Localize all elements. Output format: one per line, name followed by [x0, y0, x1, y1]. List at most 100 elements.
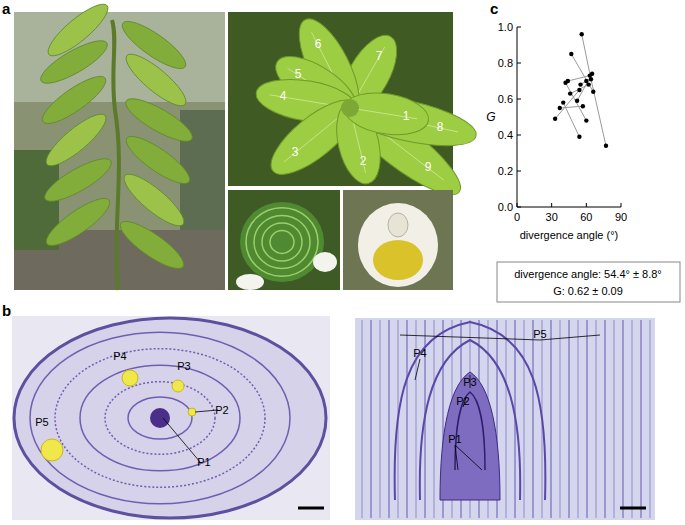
point: [584, 118, 588, 122]
point: [575, 99, 579, 103]
y-tick: [517, 63, 521, 64]
tissue-stripe: [613, 320, 615, 518]
point: [553, 117, 557, 121]
series-line: [555, 90, 579, 119]
leaf: [41, 191, 116, 253]
photo-inflorescence: [228, 190, 340, 290]
primordium-label: P5: [533, 328, 546, 340]
primordium: [41, 439, 63, 461]
scale-bar: [620, 507, 646, 510]
apex: [150, 408, 170, 428]
figure: 123456789aP1P2P3P4P5P1P2P3P4P5bc03060900…: [0, 0, 685, 525]
primordium-label: P2: [456, 395, 469, 407]
panel-label: a: [2, 0, 11, 17]
leaf-number: 4: [280, 89, 287, 103]
leaf-sheath: [395, 322, 546, 500]
panel-c: c03060900.00.20.40.60.81.0divergence ang…: [486, 0, 680, 302]
cross-section: [14, 318, 326, 518]
y-tick-label: 0.0: [498, 201, 513, 213]
leaf-sheath-ring: [128, 397, 192, 439]
photo-roof: [14, 12, 225, 102]
lip: [373, 240, 423, 280]
primordium-label: P1: [197, 456, 210, 468]
point: [577, 88, 581, 92]
panel-label: b: [2, 302, 11, 319]
point: [568, 91, 572, 95]
x-axis-label: divergence angle (°): [520, 229, 619, 241]
tissue-stripe: [361, 320, 363, 518]
point: [566, 79, 570, 83]
tissue-stripe: [406, 320, 408, 518]
y-tick: [517, 99, 521, 100]
y-tick-label: 0.2: [498, 165, 513, 177]
y-tick-label: 0.8: [498, 57, 513, 69]
tissue-stripe: [595, 320, 597, 518]
photo-flower: [343, 190, 453, 290]
label-leader: [455, 445, 482, 470]
series-line: [582, 34, 606, 146]
leaf-sheath-ring: [55, 349, 265, 488]
point: [561, 100, 565, 104]
panel-label: c: [490, 0, 498, 17]
rosette-leaf: [341, 87, 431, 140]
tissue-stripe: [433, 320, 435, 518]
panel-b: P1P2P3P4P5P1P2P3P4P5b: [2, 302, 655, 520]
series-line: [563, 103, 579, 137]
label-leader: [540, 335, 600, 340]
point: [569, 52, 573, 56]
bract-ring: [262, 223, 302, 261]
leaf-number: 2: [360, 154, 367, 168]
leaf-number: 6: [315, 37, 322, 51]
micrograph-longitudinal: [355, 318, 655, 520]
flower-bud: [236, 274, 264, 290]
shoot-apex: [440, 372, 500, 500]
bract-ring: [254, 215, 310, 268]
tissue-stripe: [604, 320, 606, 518]
tissue-stripe: [532, 320, 534, 518]
tissue-stripe: [649, 320, 651, 518]
primordium: [188, 408, 196, 416]
primordium-label: P4: [413, 347, 426, 359]
label-leader: [415, 359, 420, 380]
x-tick-label: 90: [615, 211, 627, 223]
photo-plant: [14, 12, 225, 290]
rosette-leaf: [330, 86, 471, 208]
x-tick: [517, 203, 518, 207]
stamen: [388, 213, 408, 237]
x-tick-label: 30: [546, 211, 558, 223]
point: [581, 104, 585, 108]
tissue-stripe: [550, 320, 552, 518]
point: [558, 106, 562, 110]
primordium-label: P4: [113, 350, 126, 362]
petal: [358, 203, 438, 287]
point: [604, 144, 608, 148]
primordium-label: P2: [215, 404, 228, 416]
stem: [112, 20, 119, 290]
background: [0, 0, 685, 525]
tissue-stripe: [568, 320, 570, 518]
tissue-stripe: [640, 320, 642, 518]
y-tick-label: 0.4: [498, 129, 513, 141]
summary-text: G: 0.62 ± 0.09: [553, 285, 623, 297]
leaf: [115, 214, 190, 276]
tissue-stripe: [388, 320, 390, 518]
leaf-sheath-ring: [80, 365, 240, 471]
plot-marks: [553, 32, 608, 148]
x-tick: [621, 203, 622, 207]
x-tick: [586, 203, 587, 207]
primordium-label: P1: [448, 433, 461, 445]
micrograph-cross: [12, 316, 330, 520]
y-tick: [517, 27, 521, 28]
x-tick-label: 0: [514, 211, 520, 223]
x-axis: [517, 207, 621, 208]
leaf-number: 7: [376, 49, 383, 63]
leaf-number: 9: [425, 160, 432, 174]
point: [591, 90, 595, 94]
tissue-stripe: [577, 320, 579, 518]
tissue-stripe: [559, 320, 561, 518]
tissue-stripe: [379, 320, 381, 518]
x-tick: [551, 203, 552, 207]
label-leader: [455, 445, 458, 470]
x-tick-label: 60: [580, 211, 592, 223]
leaf-number: 3: [292, 145, 299, 159]
